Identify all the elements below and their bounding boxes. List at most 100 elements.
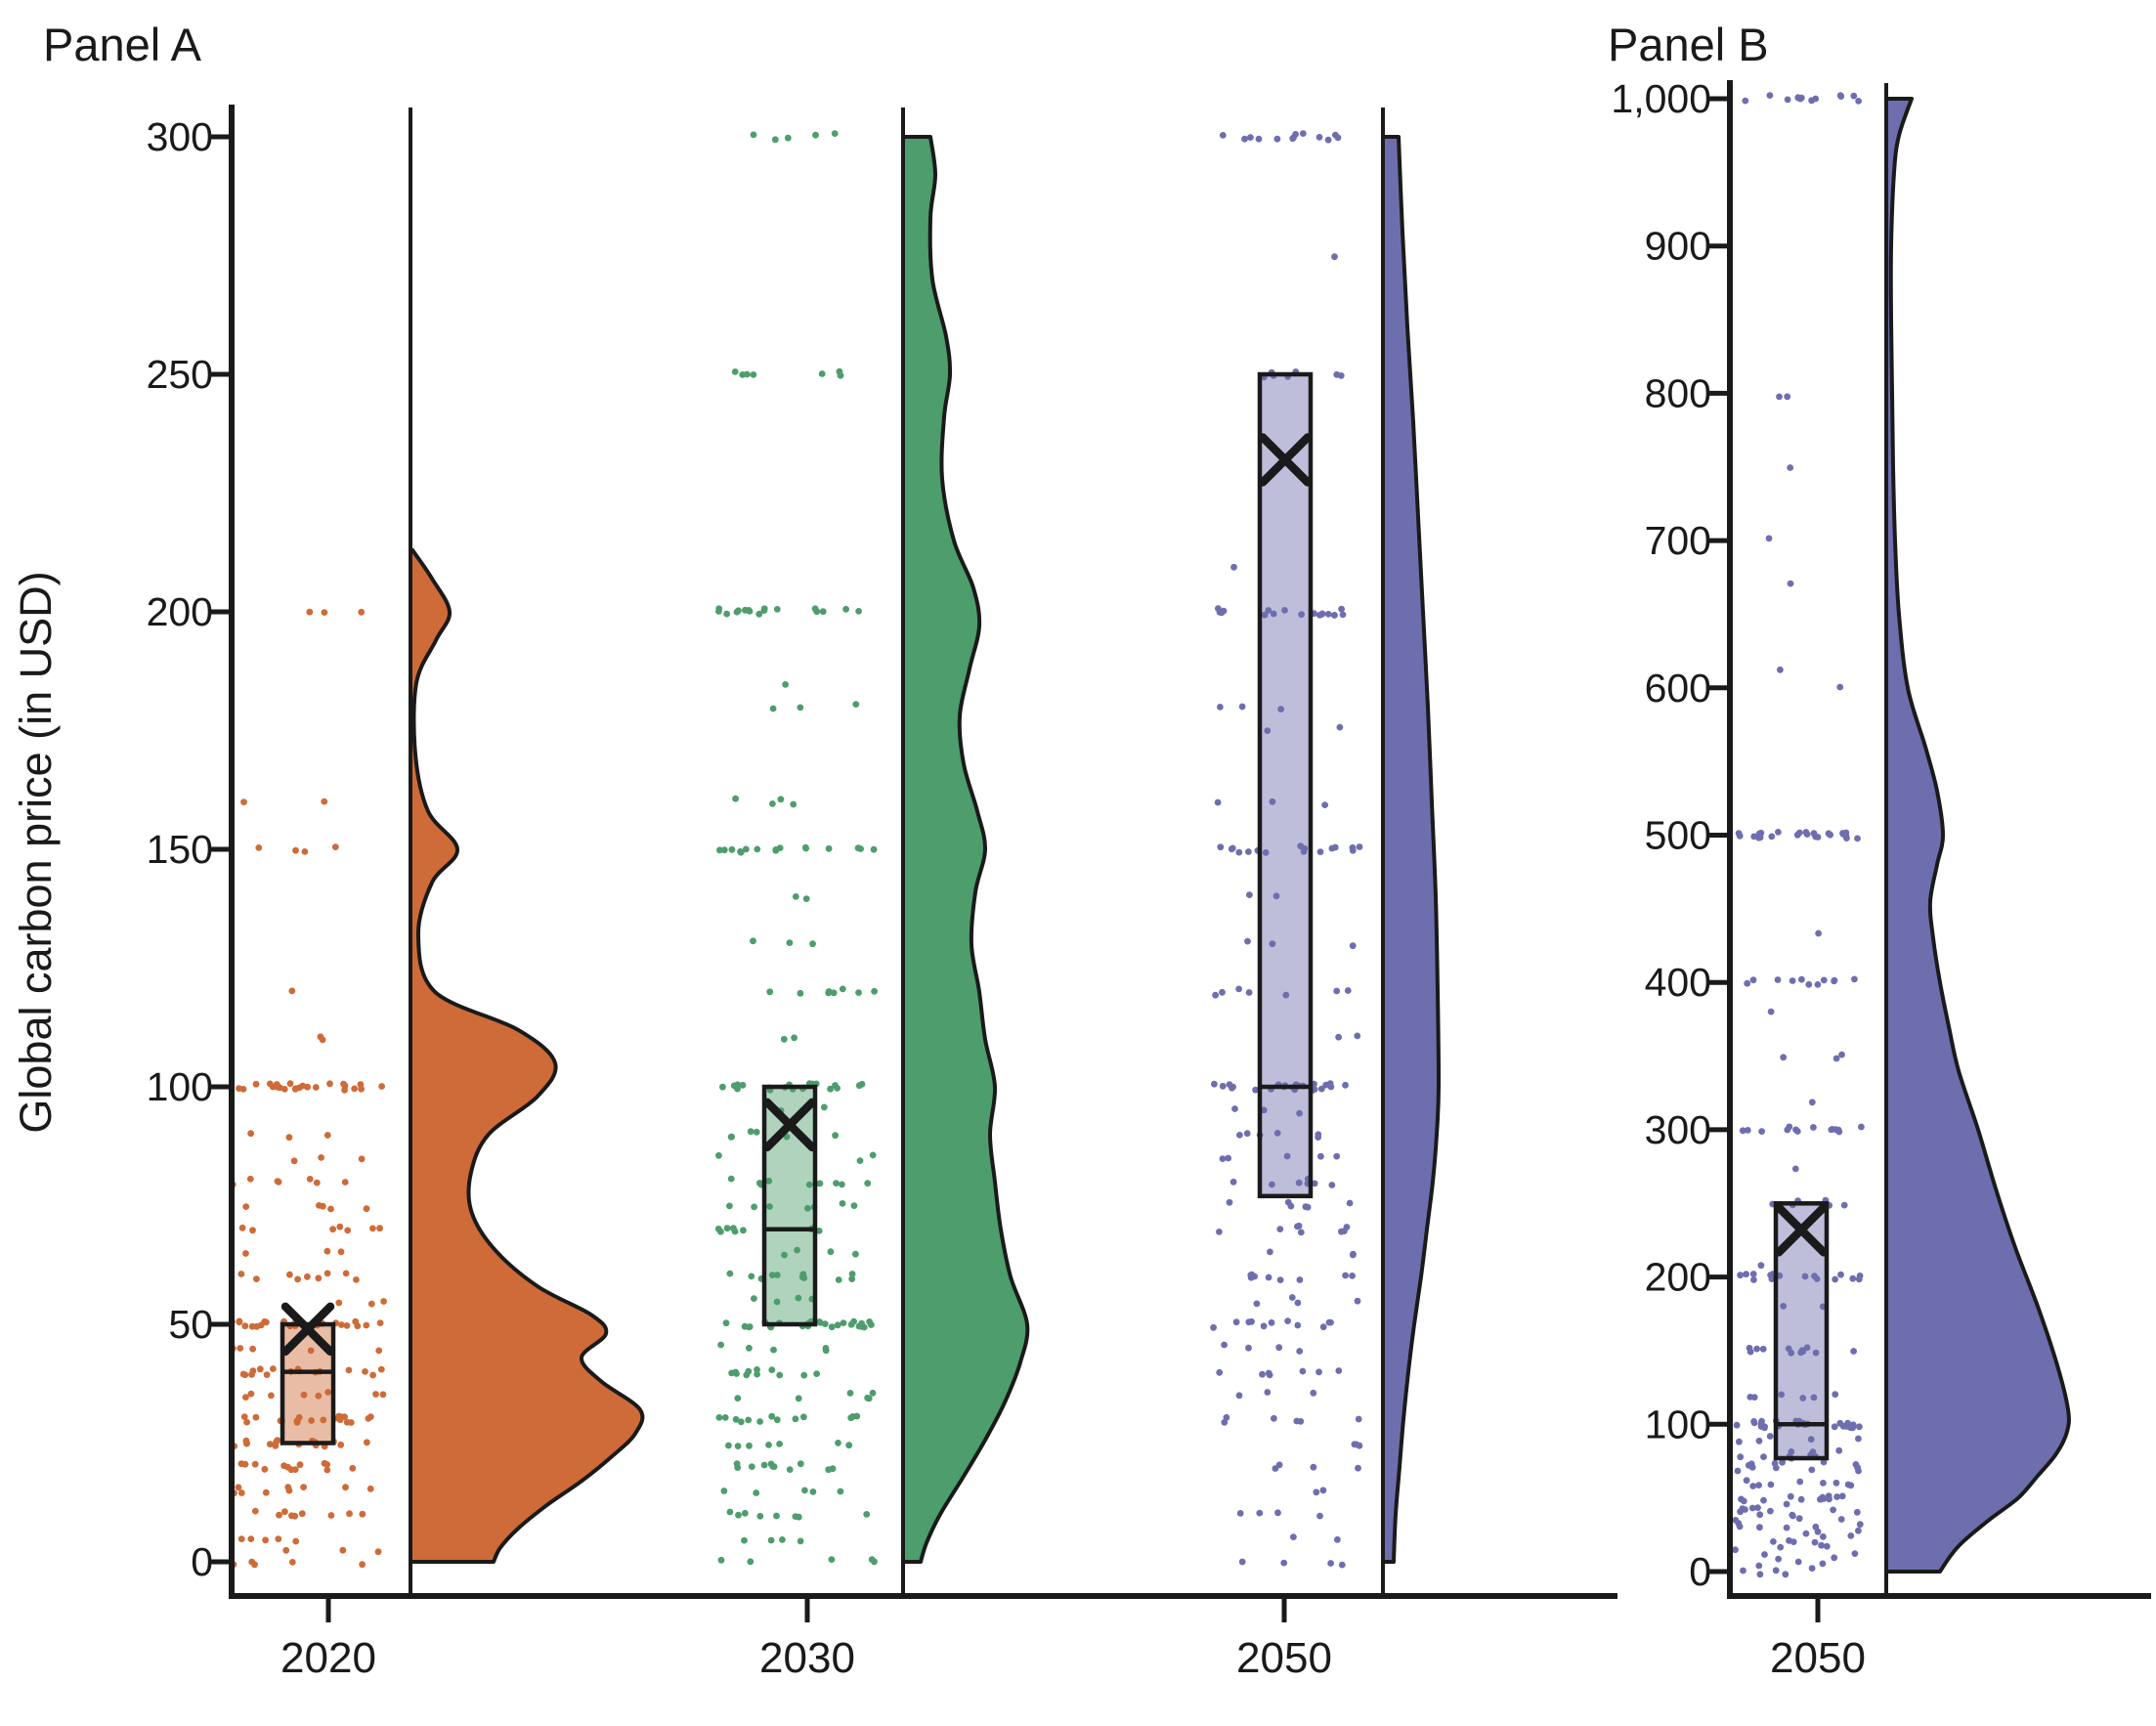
data-point	[715, 608, 722, 615]
y-tick-label: 400	[1645, 960, 1711, 1005]
data-point	[251, 1561, 258, 1569]
data-point	[1819, 1560, 1827, 1568]
data-point	[1749, 1483, 1757, 1489]
data-point	[1820, 1480, 1827, 1487]
y-tick-label: 300	[147, 114, 213, 159]
data-point	[337, 1248, 345, 1256]
data-point	[765, 1442, 772, 1448]
data-point	[1331, 612, 1338, 619]
data-point	[850, 1202, 858, 1209]
data-point	[805, 1181, 813, 1188]
data-point	[1787, 1492, 1794, 1500]
data-point	[852, 1250, 859, 1258]
x-tick-label: 2050	[1236, 1634, 1332, 1682]
data-point	[1315, 134, 1323, 141]
data-point	[1799, 1395, 1807, 1402]
data-point	[1310, 1463, 1317, 1471]
data-point	[1795, 829, 1803, 837]
data-point	[1855, 1467, 1862, 1475]
data-point	[1245, 1344, 1252, 1352]
data-point	[276, 1511, 282, 1519]
data-point	[1238, 703, 1246, 711]
data-point	[347, 1419, 355, 1426]
data-point	[243, 1440, 250, 1447]
data-point	[374, 1548, 382, 1556]
data-point	[868, 1556, 876, 1564]
data-point	[1794, 94, 1802, 102]
data-point	[380, 1298, 387, 1305]
data-point	[1761, 1551, 1768, 1558]
data-point	[1787, 464, 1794, 471]
jitter-points	[1732, 92, 1865, 1578]
data-point	[792, 893, 799, 900]
data-point	[300, 1391, 308, 1399]
y-tick-label: 900	[1645, 224, 1711, 269]
data-point	[864, 1180, 872, 1187]
data-point	[739, 371, 747, 378]
data-point	[299, 1082, 307, 1090]
data-point	[1766, 92, 1774, 99]
data-point	[292, 1537, 300, 1545]
data-point	[741, 1536, 748, 1544]
mean-x-marker	[1774, 1203, 1829, 1257]
group-2020-panel-A	[229, 108, 645, 1596]
data-point	[243, 1418, 250, 1426]
data-point	[1217, 704, 1224, 711]
data-point	[1280, 1559, 1288, 1567]
data-point	[1338, 605, 1345, 613]
data-point	[720, 1488, 728, 1494]
data-point	[786, 939, 794, 946]
data-point	[1317, 1085, 1325, 1093]
data-point	[369, 1371, 376, 1379]
mean-x-marker	[762, 1098, 817, 1152]
data-point	[839, 1200, 846, 1207]
data-point	[1812, 833, 1820, 841]
data-point	[237, 1345, 244, 1352]
data-point	[753, 1489, 760, 1496]
data-point	[247, 1535, 255, 1542]
data-point	[320, 1416, 327, 1424]
data-point	[727, 1175, 735, 1183]
data-point	[1355, 1464, 1361, 1472]
data-point	[290, 1157, 298, 1165]
data-point	[1842, 832, 1850, 840]
data-point	[1750, 1276, 1757, 1283]
data-point	[376, 1225, 383, 1232]
data-point	[768, 1272, 776, 1278]
data-point	[288, 987, 296, 995]
data-point	[326, 1080, 333, 1088]
data-point	[869, 1389, 877, 1397]
data-point	[1212, 991, 1219, 999]
data-point	[715, 1414, 723, 1421]
data-point	[754, 1366, 760, 1373]
data-point	[1849, 1274, 1857, 1282]
data-point	[1294, 1299, 1302, 1307]
data-point	[797, 989, 804, 997]
data-point	[1756, 1571, 1764, 1578]
data-point	[240, 798, 247, 805]
data-point	[378, 1083, 385, 1090]
data-point	[1269, 1181, 1275, 1188]
data-point	[858, 1080, 866, 1088]
box-iqr	[1257, 371, 1314, 1199]
data-point	[797, 1537, 804, 1545]
data-point	[743, 1371, 751, 1379]
data-point	[725, 1442, 732, 1449]
data-point	[335, 1299, 343, 1307]
data-point	[1216, 1229, 1223, 1235]
data-point	[723, 1225, 731, 1232]
data-point	[1755, 1437, 1763, 1445]
data-point	[331, 843, 339, 850]
data-point	[270, 1365, 277, 1372]
data-point	[776, 1371, 784, 1379]
data-point	[1214, 798, 1222, 806]
data-point	[1759, 1345, 1767, 1353]
y-tick-label: 600	[1645, 666, 1711, 711]
axes-layer: 0 50 100 150 200 250 300 2020 2030 2050 0 100 200 300…	[147, 76, 2151, 1682]
data-point	[1829, 1126, 1836, 1133]
data-point	[312, 1084, 320, 1091]
data-point	[1333, 370, 1341, 378]
data-point	[1324, 611, 1332, 618]
data-point	[737, 1418, 745, 1426]
data-point	[1276, 1226, 1284, 1232]
